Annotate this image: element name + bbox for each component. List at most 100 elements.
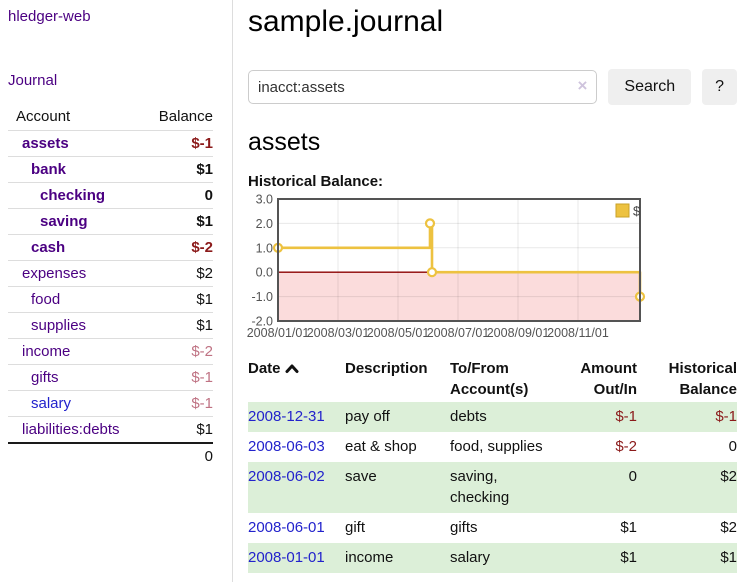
svg-text:0.0: 0.0 — [256, 266, 273, 280]
search-input[interactable] — [248, 70, 598, 104]
transaction-amount: $1 — [550, 543, 637, 573]
account-balance: $1 — [128, 208, 213, 235]
svg-text:2.0: 2.0 — [256, 217, 273, 231]
sidebar: hledger-web Journal Account Balance asse… — [0, 0, 233, 582]
account-row-gifts: gifts $-1 — [8, 364, 213, 391]
account-balance: 0 — [128, 182, 213, 209]
account-balance: $1 — [128, 416, 213, 443]
transaction-accounts: saving, checking — [450, 462, 550, 513]
accounts-total-value: 0 — [128, 442, 213, 469]
clear-search-icon[interactable]: × — [577, 76, 588, 95]
search-button[interactable]: Search — [608, 69, 692, 105]
register-row[interactable]: 2008-12-31 pay off debts $-1 $-1 — [248, 402, 737, 432]
account-row-bank: bank $1 — [8, 156, 213, 183]
svg-text:2008/01/01: 2008/01/01 — [247, 326, 310, 340]
register-header-date-label: Date — [248, 360, 281, 377]
transaction-description: eat & shop — [345, 438, 417, 455]
account-link-checking[interactable]: checking — [40, 187, 106, 204]
account-balance: $2 — [128, 260, 213, 287]
transaction-date-link[interactable]: 2008-06-02 — [248, 468, 325, 485]
account-row-food: food $1 — [8, 286, 213, 313]
transaction-balance: $-1 — [637, 402, 737, 432]
account-link-salary[interactable]: salary — [31, 395, 72, 412]
negative-region — [278, 272, 640, 321]
account-link-food[interactable]: food — [31, 291, 61, 308]
register-header-balance: Historical Balance — [668, 360, 737, 398]
page-title: sample.journal — [248, 5, 444, 38]
transaction-date-link[interactable]: 2008-01-01 — [248, 549, 325, 566]
legend-swatch — [615, 203, 630, 218]
transaction-amount: $1 — [620, 519, 637, 536]
transaction-amount: $-2 — [615, 438, 637, 455]
account-link-cash[interactable]: cash — [31, 239, 66, 256]
register-row[interactable]: 2008-06-01 gift gifts $1 $2 — [248, 513, 737, 543]
svg-text:2008/05/01: 2008/05/01 — [367, 326, 430, 340]
account-balance: $-2 — [128, 234, 213, 261]
accounts-header-account: Account — [16, 108, 71, 125]
account-balance: $1 — [128, 312, 213, 339]
register-row[interactable]: 2008-06-03 eat & shop food, supplies $-2… — [248, 432, 737, 462]
account-link-income[interactable]: income — [22, 343, 71, 360]
sort-ascending-icon — [285, 359, 299, 380]
transaction-description: save — [345, 462, 450, 513]
svg-text:-1.0: -1.0 — [251, 290, 273, 304]
transaction-amount: 0 — [550, 462, 637, 513]
transaction-date-link[interactable]: 2008-06-03 — [248, 438, 325, 455]
account-link-expenses[interactable]: expenses — [22, 265, 87, 282]
register-row[interactable]: 2008-01-01 income salary $1 $1 — [248, 543, 737, 573]
svg-text:2008/11/01: 2008/11/01 — [547, 326, 609, 340]
account-row-supplies: supplies $1 — [8, 312, 213, 339]
register-header-row: Date Description To/From Account(s) Amou… — [248, 356, 737, 402]
svg-text:2008/03/01: 2008/03/01 — [307, 326, 370, 340]
register-header-date[interactable]: Date — [248, 356, 345, 402]
svg-text:2008/09/01: 2008/09/01 — [487, 326, 550, 340]
chart-label: Historical Balance: — [248, 173, 384, 190]
account-row-income: income $-2 — [8, 338, 213, 365]
account-balance: $-1 — [128, 364, 213, 391]
account-balance: $-1 — [128, 390, 213, 417]
x-axis-labels: 2008/01/01 2008/03/01 2008/05/01 2008/07… — [247, 326, 609, 340]
svg-text:-2.0: -2.0 — [251, 315, 273, 329]
transaction-date-link[interactable]: 2008-06-01 — [248, 519, 325, 536]
account-link-saving[interactable]: saving — [40, 213, 88, 230]
transaction-accounts: gifts — [450, 519, 478, 536]
transaction-date-link[interactable]: 2008-12-31 — [248, 408, 325, 425]
account-row-checking: checking 0 — [8, 182, 213, 209]
app-brand-link[interactable]: hledger-web — [8, 8, 91, 25]
account-balance: $-1 — [128, 130, 213, 157]
transaction-balance: $1 — [637, 543, 737, 573]
transaction-accounts: salary — [450, 543, 550, 573]
register-header-amount: Amount Out/In — [580, 360, 637, 398]
account-link-gifts[interactable]: gifts — [31, 369, 59, 386]
account-link-supplies[interactable]: supplies — [31, 317, 87, 334]
account-row-expenses: expenses $2 — [8, 260, 213, 287]
account-balance: $-2 — [128, 338, 213, 365]
register-row[interactable]: 2008-06-02 save saving, checking 0 $2 — [248, 462, 737, 513]
account-row-salary: salary $-1 — [8, 390, 213, 417]
account-balance: $1 — [128, 156, 213, 183]
account-heading: assets — [248, 128, 321, 156]
accounts-header-balance: Balance — [158, 108, 213, 125]
svg-text:3.0: 3.0 — [256, 194, 273, 207]
transaction-amount: $-1 — [550, 402, 637, 432]
search-row: × Search ? — [248, 69, 737, 105]
historical-balance-chart: $ 3.0 2.0 1.0 0.0 -1.0 -2.0 2008/01/01 2… — [242, 194, 737, 342]
legend-label: $ — [633, 204, 641, 219]
account-balance: $1 — [128, 286, 213, 313]
sidebar-item-journal[interactable]: Journal — [8, 72, 58, 89]
main-content: sample.journal × Search ? assets Histori… — [247, 0, 737, 573]
plot-border — [277, 198, 641, 322]
account-link-bank[interactable]: bank — [31, 161, 67, 178]
account-link-liabilities-debts[interactable]: liabilities:debts — [22, 421, 120, 438]
account-link-assets[interactable]: assets — [22, 135, 69, 152]
account-row-liabilities-debts: liabilities:debts $1 — [8, 416, 213, 443]
transaction-balance: $2 — [720, 519, 737, 536]
help-button[interactable]: ? — [702, 69, 737, 105]
transaction-description: gift — [345, 519, 366, 536]
transaction-balance: $2 — [637, 462, 737, 513]
transaction-description: pay off — [345, 402, 450, 432]
register-header-accounts: To/From Account(s) — [450, 360, 529, 398]
account-row-assets: assets $-1 — [8, 130, 213, 157]
svg-text:1.0: 1.0 — [256, 241, 273, 255]
account-row-cash: cash $-2 — [8, 234, 213, 261]
